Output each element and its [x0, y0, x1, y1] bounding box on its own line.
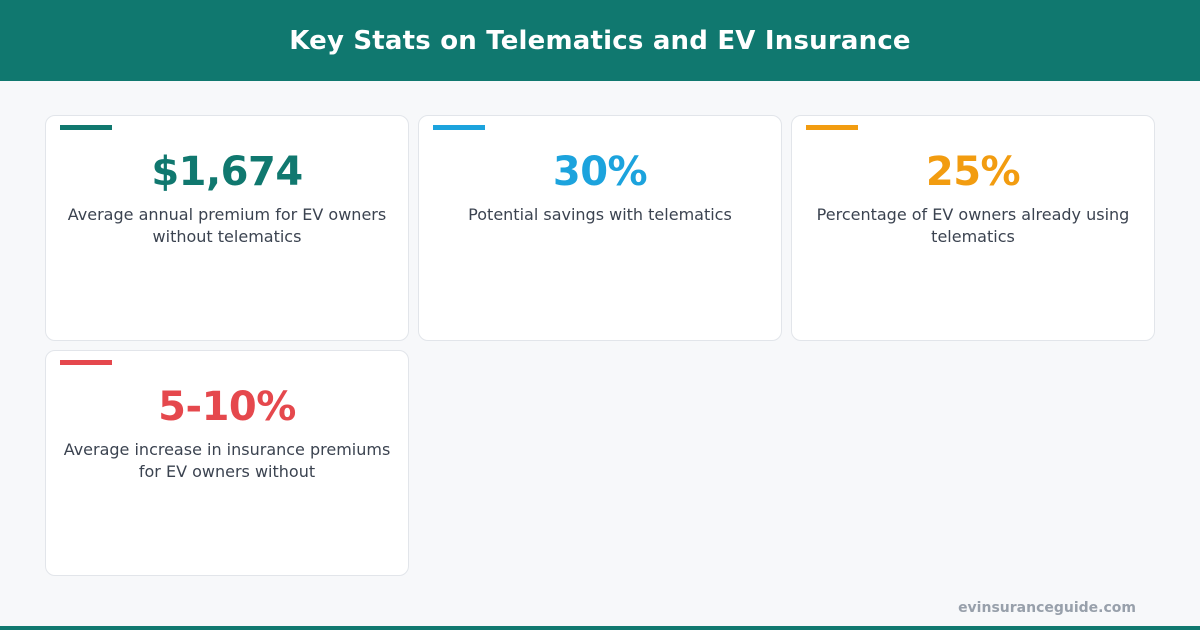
- stat-card-potential-savings: 30% Potential savings with telematics: [418, 115, 782, 341]
- stat-value: 30%: [552, 149, 648, 195]
- stat-card-premium-increase: 5-10% Average increase in insurance prem…: [45, 350, 409, 576]
- header-banner: Key Stats on Telematics and EV Insurance: [0, 0, 1200, 81]
- page-title: Key Stats on Telematics and EV Insurance: [289, 25, 911, 56]
- card-accent-bar: [60, 125, 112, 130]
- stat-card-annual-premium: $1,674 Average annual premium for EV own…: [45, 115, 409, 341]
- stat-value: 25%: [925, 149, 1021, 195]
- stat-value: 5-10%: [158, 384, 296, 430]
- card-accent-bar: [806, 125, 858, 130]
- stat-description: Average increase in insurance premiums f…: [63, 440, 391, 481]
- stat-value: $1,674: [151, 149, 303, 195]
- card-accent-bar: [60, 360, 112, 365]
- bottom-accent-bar: [0, 626, 1200, 630]
- stat-description: Potential savings with telematics: [468, 205, 732, 224]
- site-domain-label: evinsuranceguide.com: [958, 600, 1136, 616]
- card-accent-bar: [433, 125, 485, 130]
- stat-description: Average annual premium for EV owners wit…: [67, 205, 387, 246]
- stat-card-owners-using-telematics: 25% Percentage of EV owners already usin…: [791, 115, 1155, 341]
- stat-description: Percentage of EV owners already using te…: [816, 205, 1130, 246]
